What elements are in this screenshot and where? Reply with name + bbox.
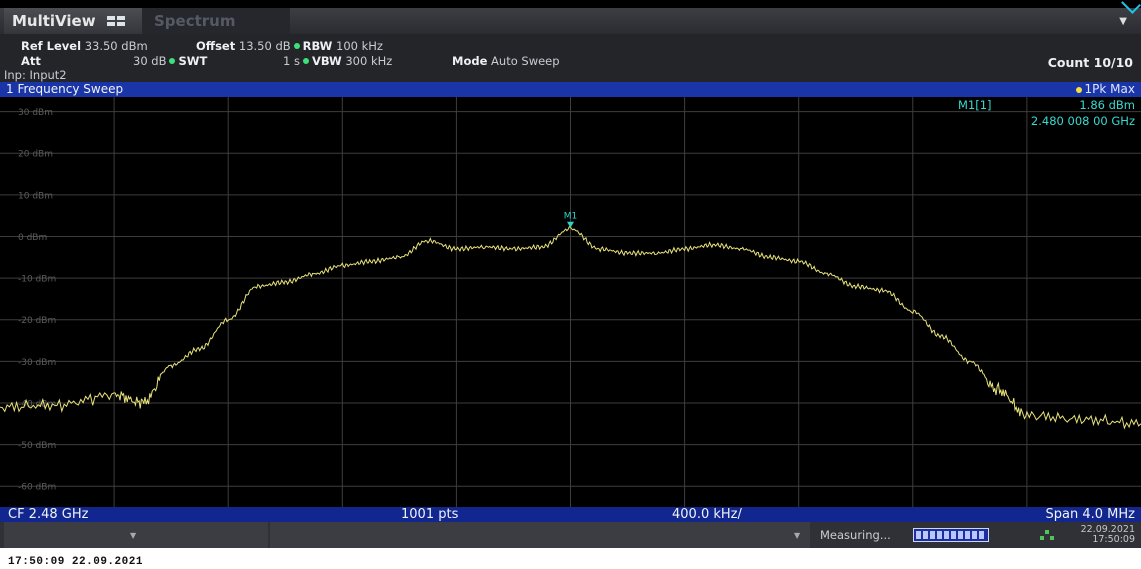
sweep-points: 1001 pts: [401, 507, 459, 522]
system-time: 17:50:09: [1092, 534, 1135, 545]
y-tick-label: -60 dBm: [18, 483, 56, 493]
window-title-bar[interactable]: 1 Frequency Sweep 1Pk Max: [0, 82, 1141, 97]
y-tick-label: 10 dBm: [18, 191, 53, 201]
y-tick-label: 20 dBm: [18, 150, 53, 160]
y-tick-labels: 30 dBm 20 dBm 10 dBm 0 dBm -10 dBm -20 dBm -30…: [18, 108, 56, 493]
att-label: Att: [21, 54, 41, 68]
input-source: Inp: Input2: [4, 68, 67, 82]
marker-triangle-icon[interactable]: [567, 221, 574, 228]
status-dot: [169, 58, 176, 64]
sweep-count: Count 10/10: [1047, 55, 1133, 70]
tab-multiview[interactable]: MultiView: [4, 8, 142, 34]
frequency-status-bar: CF 2.48 GHz 1001 pts 400.0 kHz/ Span 4.0…: [0, 507, 1141, 522]
title-bar: MultiView Spectrum ▼: [0, 8, 1141, 34]
network-icon: [1040, 530, 1054, 540]
ref-level-value: 33.50 dBm: [84, 39, 148, 53]
window-title: 1 Frequency Sweep: [6, 82, 124, 96]
chevron-down-icon: ▼: [794, 531, 801, 540]
system-datetime: 22.09.2021 17:50:09: [1081, 525, 1135, 545]
vbw-value: 300 kHz: [345, 54, 393, 68]
frequency-span: Span 4.0 MHz: [1045, 507, 1135, 522]
bottom-segment-middle[interactable]: ▼: [270, 522, 810, 548]
rbw-value: 100 kHz: [336, 39, 383, 53]
tab-spectrum[interactable]: Spectrum: [142, 8, 290, 34]
marker-readout-label: M1[1]: [958, 98, 992, 112]
center-frequency: CF 2.48 GHz: [8, 507, 89, 522]
chevron-down-icon: ▼: [130, 531, 137, 540]
y-tick-label: -20 dBm: [18, 316, 56, 326]
trace-dot-icon: [1075, 86, 1082, 93]
chevron-down-icon[interactable]: ▼: [1119, 16, 1127, 27]
sweep-progress-bar: [913, 528, 989, 542]
tab-multiview-label: MultiView: [12, 12, 96, 30]
measurement-settings[interactable]: Ref Level 33.50 dBm Offset 13.50 dB RBW 1…: [0, 34, 1141, 82]
status-dot: [293, 43, 300, 49]
measuring-status: Measuring...: [820, 528, 891, 542]
system-date: 22.09.2021: [1080, 524, 1135, 535]
status-dot: [302, 58, 309, 64]
grid: [0, 97, 1141, 507]
trace-label: 1Pk Max: [1084, 82, 1135, 96]
spectrum-plot[interactable]: 30 dBm 20 dBm 10 dBm 0 dBm -10 dBm -20 dBm -30…: [0, 97, 1141, 507]
multiview-grid-icon: [106, 16, 125, 27]
bottom-segment-left[interactable]: ▼: [4, 522, 268, 548]
mode-value: Auto Sweep: [491, 54, 560, 68]
y-tick-label: -10 dBm: [18, 275, 56, 285]
marker-readout-level: 1.86 dBm: [1079, 98, 1135, 112]
marker-readout-frequency: 2.480 008 00 GHz: [1031, 114, 1135, 128]
vbw-label: VBW: [311, 54, 342, 68]
y-tick-label: 30 dBm: [18, 108, 53, 118]
y-tick-label: -30 dBm: [18, 358, 56, 368]
screenshot-timestamp: 17:50:09 22.09.2021: [8, 556, 143, 568]
swt-label: SWT: [178, 54, 208, 68]
y-tick-label: -40 dBm: [18, 399, 56, 409]
rbw-label: RBW: [302, 39, 333, 53]
analyzer-window: MultiView Spectrum ▼ Ref Level 33.50 dBm…: [0, 0, 1141, 548]
marker-label: M1: [564, 212, 578, 222]
y-tick-label: -50 dBm: [18, 441, 56, 451]
offset-value: 13.50 dB: [238, 39, 291, 53]
frequency-per-division: 400.0 kHz/: [672, 507, 742, 522]
offset-label: Offset: [196, 39, 236, 53]
bottom-status-bar: ▼ ▼ Measuring... 22.09.2021 17:50:09: [0, 522, 1141, 548]
ref-level-label: Ref Level: [21, 39, 82, 53]
att-value: 30 dB: [133, 54, 167, 68]
swt-value: 1 s: [283, 54, 300, 68]
trace-indicator[interactable]: 1Pk Max: [1075, 82, 1135, 97]
y-tick-label: 0 dBm: [18, 233, 47, 243]
mode-label: Mode: [452, 54, 488, 68]
